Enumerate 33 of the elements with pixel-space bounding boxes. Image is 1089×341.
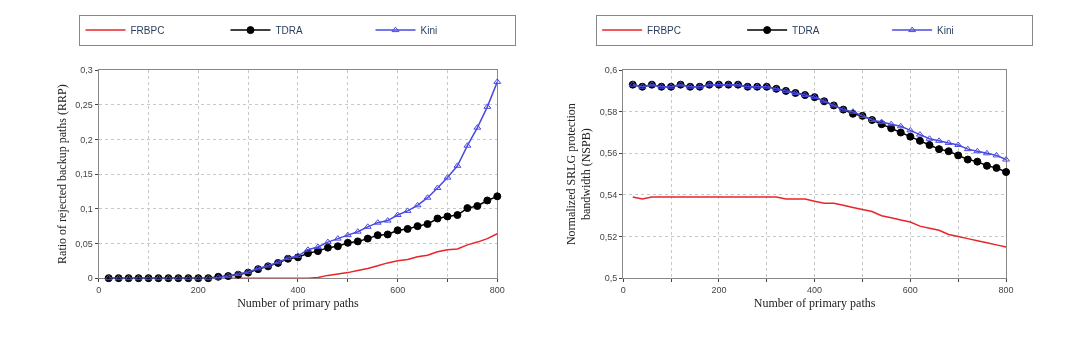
y-tick-label: 0,15 (75, 169, 93, 180)
y-tick-label: 0,25 (75, 99, 93, 110)
y-tick-label: 0,05 (75, 238, 93, 249)
x-tick-label: 400 (807, 284, 823, 295)
x-tick-label: 800 (998, 284, 1014, 295)
x-axis-title: Number of primary paths (237, 295, 360, 310)
y-tick-label: 0,3 (80, 65, 93, 76)
y-tick-label: 0,54 (599, 190, 618, 201)
y-axis-title: Normalized SRLG protection bandwidth (NSPB) (563, 103, 594, 246)
y-tick-label: 0 (87, 273, 93, 284)
x-tick-label: 0 (96, 284, 102, 295)
x-tick-label: 200 (711, 284, 727, 295)
y-tick-label: 0,6 (604, 65, 618, 76)
y-tick-label: 0,56 (599, 148, 618, 159)
x-tick-label: 600 (390, 284, 406, 295)
x-axis-title: Number of primary paths (753, 295, 876, 310)
legend-label: Kini (937, 25, 954, 36)
y-tick-label: 0,1 (80, 203, 93, 214)
legend-label: FRBPC (647, 25, 682, 36)
legend-label: Kini (420, 25, 438, 36)
x-tick-label: 600 (902, 284, 918, 295)
x-tick-label: 800 (489, 284, 505, 295)
x-tick-label: 200 (190, 284, 206, 295)
y-tick-label: 0,5 (604, 273, 618, 284)
y-tick-label: 0,2 (80, 134, 93, 145)
y-tick-label: 0,52 (599, 231, 618, 242)
legend-label: TDRA (275, 25, 304, 36)
x-tick-label: 0 (620, 284, 626, 295)
x-tick-label: 400 (290, 284, 306, 295)
y-tick-label: 0,58 (599, 106, 618, 117)
legend-label: TDRA (792, 25, 820, 36)
y-axis-title: Ratio of rejected backup paths (RRP) (54, 84, 69, 264)
legend-label: FRBPC (130, 25, 165, 36)
